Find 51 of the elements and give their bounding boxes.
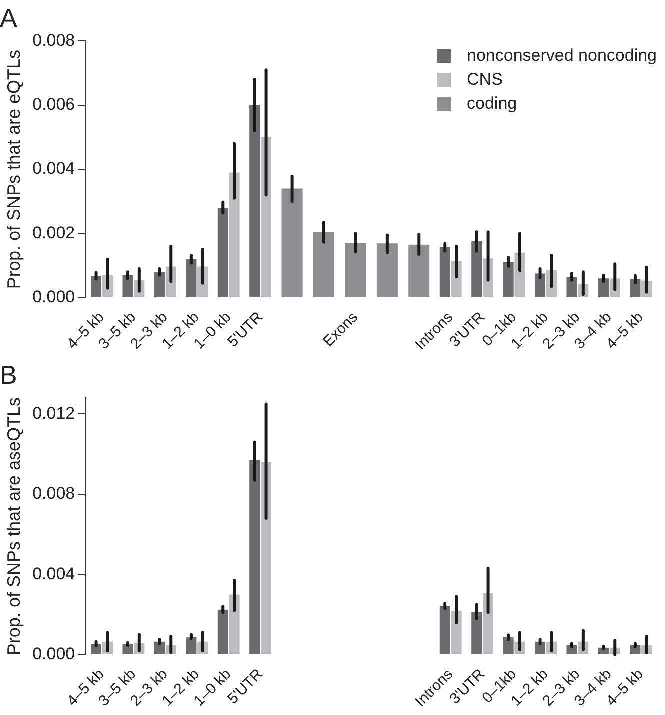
bar (535, 642, 546, 654)
bar (261, 462, 272, 654)
bar (154, 642, 165, 654)
bar (440, 606, 450, 654)
chart-title: A (0, 2, 18, 33)
bar (472, 612, 482, 654)
bar (229, 594, 240, 654)
bar (345, 242, 366, 298)
bar (250, 460, 260, 654)
bar (566, 645, 578, 654)
legend-label: coding (467, 94, 518, 113)
bar (186, 637, 197, 654)
bar (313, 232, 335, 298)
bar (483, 593, 494, 654)
bar (440, 247, 450, 298)
bar (218, 208, 228, 298)
legend-label: nonconserved noncoding (467, 46, 658, 65)
bar (91, 644, 102, 654)
bar (154, 272, 165, 298)
bar (503, 637, 514, 654)
bar (218, 610, 228, 654)
bar (282, 188, 303, 298)
bar (503, 262, 514, 298)
bar (229, 172, 240, 298)
y-tick-label: 0.002 (32, 223, 76, 242)
bar (566, 277, 578, 298)
bar (630, 280, 641, 298)
bar (122, 275, 134, 298)
y-axis-title: Prop. of SNPs that are aseQTLs (4, 397, 24, 656)
bar (535, 274, 546, 298)
y-tick-label: 0.004 (32, 564, 76, 584)
y-tick-label: 0.008 (32, 30, 76, 50)
bar (630, 645, 641, 654)
y-axis-title: Prop. of SNPs that are eQTLs (4, 50, 24, 290)
y-tick-label: 0.000 (32, 644, 76, 664)
bar (408, 244, 430, 298)
bar (472, 241, 482, 298)
bar (122, 644, 134, 654)
y-tick-label: 0.000 (32, 288, 76, 307)
y-tick-label: 0.006 (32, 95, 76, 114)
y-tick-label: 0.008 (32, 484, 76, 504)
y-tick-label: 0.012 (32, 404, 76, 423)
bar (250, 105, 260, 298)
legend-label: CNS (467, 70, 503, 89)
y-tick-label: 0.004 (32, 159, 76, 178)
bar (451, 611, 462, 654)
bar (91, 276, 102, 298)
bar (598, 278, 609, 298)
bar (376, 244, 398, 298)
bar (186, 259, 197, 298)
chart-title: B (0, 360, 18, 390)
